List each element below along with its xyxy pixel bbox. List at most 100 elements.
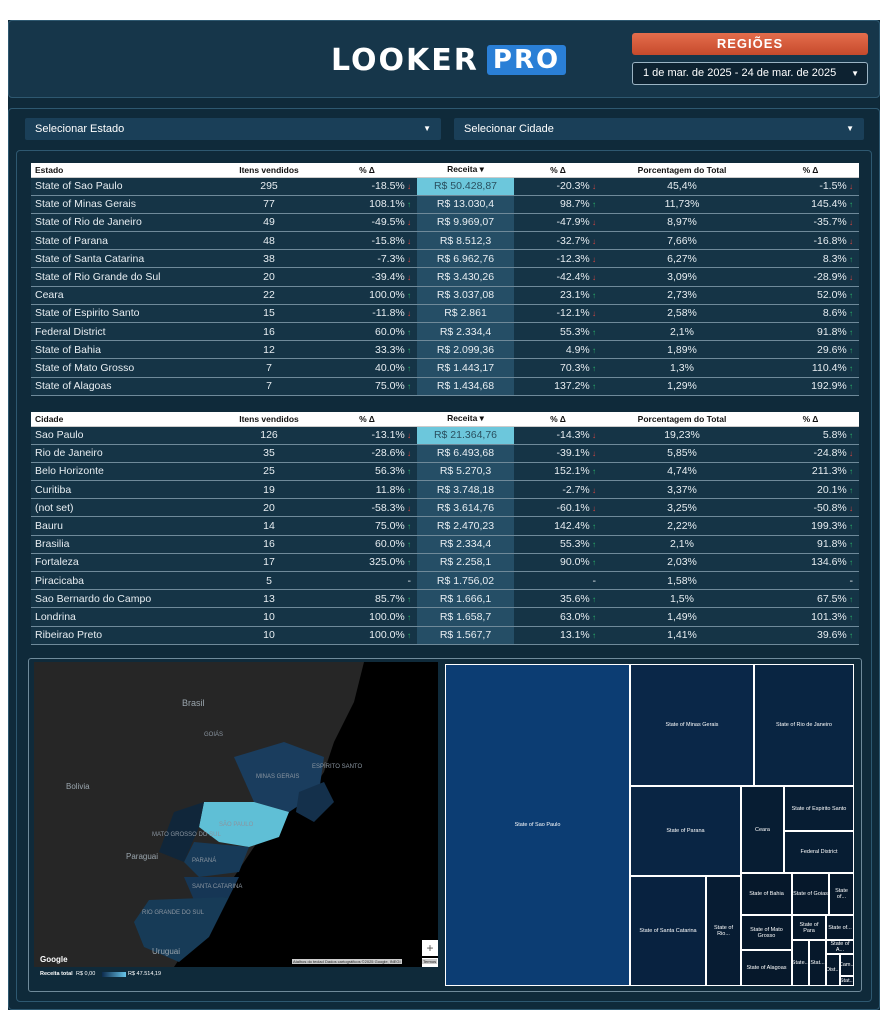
- arrow-down-icon: ↓: [404, 431, 411, 441]
- pct-cell: 2,73%: [602, 286, 762, 305]
- d1-cell: 56.3% ↑: [317, 462, 417, 482]
- table-row[interactable]: Fortaleza 17 325.0% ↑ R$ 2.258,1 90.0% ↑ 2,03…: [31, 553, 859, 573]
- treemap-tile[interactable]: Stat...: [809, 940, 826, 986]
- table-row[interactable]: Rio de Janeiro 35 -28.6% ↓ R$ 6.493,68 -39.1…: [31, 444, 859, 463]
- table-row[interactable]: State of Bahia 12 33.3% ↑ R$ 2.099,36 4.9% ↑…: [31, 340, 859, 360]
- arrow-down-icon: ↓: [404, 254, 411, 264]
- table-row[interactable]: Sao Paulo 126 -13.1% ↓ R$ 21.364,76 -14.3% ↓…: [31, 426, 859, 445]
- table-row[interactable]: Belo Horizonte 25 56.3% ↑ R$ 5.270,3 152.1% …: [31, 462, 859, 482]
- revenue-value: R$ 8.512,3: [439, 234, 492, 247]
- d1-cell: -18.5% ↓: [317, 177, 417, 196]
- treemap-tile[interactable]: Dist...: [826, 954, 840, 986]
- d2-value: 70.3%: [559, 361, 590, 374]
- d1-cell: 100.0% ↑: [317, 607, 417, 627]
- table-row[interactable]: State of Santa Catarina 38 -7.3% ↓ R$ 6.962…: [31, 249, 859, 269]
- name-value: State of Alagoas: [35, 380, 112, 393]
- items-cell: 295: [221, 177, 317, 196]
- treemap-tile[interactable]: State of Bahia: [741, 873, 792, 915]
- table-row[interactable]: State of Parana 48 -15.8% ↓ R$ 8.512,3 -32.7…: [31, 231, 859, 251]
- items-value: 35: [263, 447, 275, 460]
- treemap-tile[interactable]: State of Espirito Santo: [784, 786, 854, 831]
- items-value: 77: [263, 198, 275, 211]
- table-row[interactable]: State of Mato Grosso 7 40.0% ↑ R$ 1.443,17 7…: [31, 358, 859, 378]
- d2-cell: -: [514, 571, 602, 591]
- city-select[interactable]: Selecionar Cidade ▼: [454, 118, 864, 140]
- table-row[interactable]: State of Alagoas 7 75.0% ↑ R$ 1.434,68 137.2…: [31, 377, 859, 396]
- treemap-tile[interactable]: State of Alagoas: [741, 950, 792, 986]
- table-row[interactable]: Sao Bernardo do Campo 13 85.7% ↑ R$ 1.666,1…: [31, 589, 859, 609]
- name-cell: (not set): [31, 498, 221, 518]
- column-header: % Δ: [762, 163, 859, 178]
- treemap-tile[interactable]: Cam...: [840, 954, 854, 976]
- arrow-up-icon: ↑: [589, 363, 596, 373]
- zoom-in-button[interactable]: +: [422, 940, 438, 956]
- treemap-tile[interactable]: State of Sao Paulo: [445, 664, 630, 986]
- column-header[interactable]: Receita ▾: [417, 412, 514, 427]
- treemap-tile[interactable]: State of Parana: [630, 786, 741, 876]
- name-value: Ceara: [35, 289, 64, 302]
- arrow-up-icon: ↑: [589, 345, 596, 355]
- items-value: 15: [263, 307, 275, 320]
- table-row[interactable]: State of Rio Grande do Sul 20 -39.4% ↓ R$ 3…: [31, 267, 859, 287]
- pct-value: 45,4%: [667, 180, 697, 193]
- date-range-picker[interactable]: 1 de mar. de 2025 - 24 de mar. de 2025 ▼: [632, 62, 868, 85]
- treemap-tile[interactable]: State of Rio...: [706, 876, 741, 986]
- table-row[interactable]: State of Rio de Janeiro 49 -49.5% ↓ R$ 9.96…: [31, 213, 859, 233]
- table-row[interactable]: Curitiba 19 11.8% ↑ R$ 3.748,18 -2.7% ↓ 3,37%…: [31, 480, 859, 500]
- column-header: % Δ: [514, 163, 602, 178]
- revenue-value: R$ 21.364,76: [433, 429, 498, 442]
- revenue-cell: R$ 2.099,36: [417, 340, 514, 360]
- d2-cell: 152.1% ↑: [514, 462, 602, 482]
- pct-value: 2,1%: [670, 325, 694, 338]
- table-row[interactable]: State of Espirito Santo 15 -11.8% ↓ R$ 2.86…: [31, 304, 859, 324]
- treemap-tile[interactable]: State of Santa Catarina: [630, 876, 706, 986]
- revenue-cell: R$ 2.334,4: [417, 322, 514, 342]
- treemap-chart: State of Sao Paulo State of Minas Gerais…: [445, 664, 854, 986]
- map-attribution-terms[interactable]: Termos: [422, 959, 438, 964]
- map-attribution-shortcuts[interactable]: Atalhos do teclado: [292, 959, 327, 964]
- arrow-up-icon: ↑: [846, 631, 853, 641]
- revenue-value: R$ 6.962,76: [436, 252, 495, 265]
- treemap-tile[interactable]: Ceara: [741, 786, 784, 873]
- column-header: % Δ: [317, 163, 417, 178]
- column-header[interactable]: Receita ▾: [417, 163, 514, 178]
- treemap-tile[interactable]: Federal District: [784, 831, 854, 873]
- d1-cell: 33.3% ↑: [317, 340, 417, 360]
- table-row[interactable]: Brasilia 16 60.0% ↑ R$ 2.334,4 55.3% ↑ 2,1% 91…: [31, 535, 859, 554]
- treemap-tile[interactable]: State of Mato Grosso: [741, 915, 792, 950]
- treemap-tile[interactable]: State of Goias: [792, 873, 829, 915]
- table-row[interactable]: (not set) 20 -58.3% ↓ R$ 3.614,76 -60.1% ↓ 3,…: [31, 498, 859, 518]
- pct-cell: 1,29%: [602, 377, 762, 396]
- treemap-tile[interactable]: State of...: [829, 873, 854, 915]
- table-row[interactable]: Ceara 22 100.0% ↑ R$ 3.037,08 23.1% ↑ 2,73% 52…: [31, 286, 859, 305]
- treemap-tile[interactable]: State...: [792, 940, 809, 986]
- table-row[interactable]: Bauru 14 75.0% ↑ R$ 2.470,23 142.4% ↑ 2,22% 19…: [31, 516, 859, 536]
- pct-cell: 2,58%: [602, 304, 762, 324]
- d1-value: -13.1%: [371, 429, 405, 442]
- treemap-tile[interactable]: State of...: [826, 915, 854, 940]
- d2-cell: 70.3% ↑: [514, 358, 602, 378]
- state-select[interactable]: Selecionar Estado ▼: [25, 118, 441, 140]
- name-cell: Belo Horizonte: [31, 462, 221, 482]
- items-cell: 126: [221, 426, 317, 445]
- pct-cell: 19,23%: [602, 426, 762, 445]
- d1-value: -7.3%: [377, 252, 405, 265]
- regions-button[interactable]: REGIÕES: [632, 33, 868, 55]
- table-row[interactable]: State of Minas Gerais 77 108.1% ↑ R$ 13.030…: [31, 195, 859, 214]
- choropleth-map[interactable]: Brasil Bolivia Paraguai Uruguai MINAS GE…: [34, 662, 438, 967]
- revenue-value: R$ 1.567,7: [439, 629, 492, 642]
- name-value: State of Santa Catarina: [35, 252, 145, 265]
- treemap-tile[interactable]: State of Rio de Janeiro: [754, 664, 854, 786]
- table-row[interactable]: Londrina 10 100.0% ↑ R$ 1.658,7 63.0% ↑ 1,49%…: [31, 607, 859, 627]
- name-value: State of Rio de Janeiro: [35, 216, 142, 229]
- treemap-tile[interactable]: State of Minas Gerais: [630, 664, 754, 786]
- table-row[interactable]: Piracicaba 5 - R$ 1.756,02 - 1,58% -: [31, 571, 859, 591]
- table-row[interactable]: Federal District 16 60.0% ↑ R$ 2.334,4 55.3%…: [31, 322, 859, 342]
- items-value: 10: [263, 629, 275, 642]
- treemap-tile[interactable]: State of A...: [826, 940, 854, 954]
- treemap-tile[interactable]: State of Para: [792, 915, 826, 940]
- treemap-tile[interactable]: Stat...: [840, 976, 854, 986]
- table-row[interactable]: State of Sao Paulo 295 -18.5% ↓ R$ 50.428,8…: [31, 177, 859, 196]
- arrow-up-icon: ↑: [846, 485, 853, 495]
- table-row[interactable]: Ribeirao Preto 10 100.0% ↑ R$ 1.567,7 13.1% …: [31, 626, 859, 645]
